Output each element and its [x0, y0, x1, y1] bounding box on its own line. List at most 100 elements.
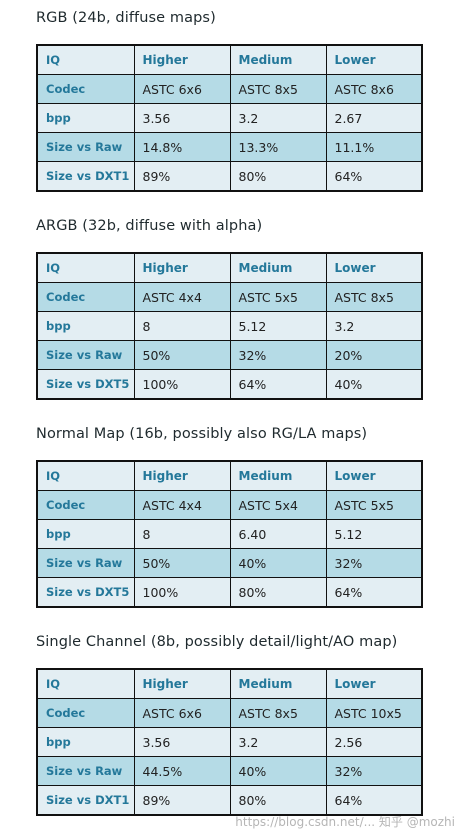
table-cell: 40%	[229, 548, 327, 578]
watermark: https://blog.csdn.net/... 知乎 @mozhi	[235, 815, 455, 829]
table-cell: 50%	[133, 340, 231, 370]
table-row-size-vs-dxt: Size vs DXT5 100% 80% 64%	[36, 577, 423, 608]
table-cell: ASTC 8x5	[229, 74, 327, 104]
column-header-medium: Medium	[229, 252, 327, 283]
table-row-bpp: bpp 8 5.12 3.2	[36, 311, 423, 341]
table-single-channel: IQ Higher Medium Lower Codec ASTC 6x6 AS…	[36, 668, 423, 816]
table-cell: 5.12	[229, 311, 327, 341]
column-header-lower: Lower	[325, 252, 423, 283]
table-rgb: IQ Higher Medium Lower Codec ASTC 6x6 AS…	[36, 44, 423, 192]
table-row-size-vs-raw: Size vs Raw 44.5% 40% 32%	[36, 756, 423, 786]
column-header-higher: Higher	[133, 44, 231, 75]
table-row-bpp: bpp 3.56 3.2 2.56	[36, 727, 423, 757]
table-cell: 44.5%	[133, 756, 231, 786]
table-row-size-vs-raw: Size vs Raw 50% 32% 20%	[36, 340, 423, 370]
row-label-bpp: bpp	[36, 103, 135, 133]
row-label-size-vs-dxt: Size vs DXT5	[36, 577, 135, 608]
table-cell: 8	[133, 311, 231, 341]
table-cell: 80%	[229, 785, 327, 816]
table-cell: ASTC 4x4	[133, 490, 231, 520]
table-cell: 3.56	[133, 727, 231, 757]
row-label-size-vs-raw: Size vs Raw	[36, 756, 135, 786]
row-label-size-vs-raw: Size vs Raw	[36, 132, 135, 162]
row-label-codec: Codec	[36, 282, 135, 312]
table-row-bpp: bpp 3.56 3.2 2.67	[36, 103, 423, 133]
row-label-size-vs-dxt: Size vs DXT1	[36, 785, 135, 816]
table-cell: 20%	[325, 340, 423, 370]
column-header-lower: Lower	[325, 668, 423, 699]
table-cell: 64%	[325, 577, 423, 608]
table-row-codec: Codec ASTC 6x6 ASTC 8x5 ASTC 10x5	[36, 698, 423, 728]
table-row-iq: IQ Higher Medium Lower	[36, 668, 423, 699]
section-title-single-channel: Single Channel (8b, possibly detail/ligh…	[36, 634, 398, 650]
row-label-size-vs-dxt: Size vs DXT5	[36, 369, 135, 400]
table-cell: ASTC 5x4	[229, 490, 327, 520]
column-header-higher: Higher	[133, 668, 231, 699]
table-cell: 32%	[229, 340, 327, 370]
table-cell: 100%	[133, 369, 231, 400]
table-cell: 11.1%	[325, 132, 423, 162]
table-row-codec: Codec ASTC 4x4 ASTC 5x4 ASTC 5x5	[36, 490, 423, 520]
table-cell: 89%	[133, 785, 231, 816]
row-label-size-vs-raw: Size vs Raw	[36, 548, 135, 578]
table-normal-map: IQ Higher Medium Lower Codec ASTC 4x4 AS…	[36, 460, 423, 608]
table-row-size-vs-dxt: Size vs DXT1 89% 80% 64%	[36, 161, 423, 192]
row-label-iq: IQ	[36, 460, 135, 491]
table-cell: ASTC 8x6	[325, 74, 423, 104]
table-cell: ASTC 6x6	[133, 698, 231, 728]
table-cell: 14.8%	[133, 132, 231, 162]
section-title-normal-map: Normal Map (16b, possibly also RG/LA map…	[36, 426, 368, 442]
column-header-medium: Medium	[229, 668, 327, 699]
table-row-size-vs-raw: Size vs Raw 50% 40% 32%	[36, 548, 423, 578]
table-cell: 100%	[133, 577, 231, 608]
column-header-medium: Medium	[229, 44, 327, 75]
table-cell: ASTC 5x5	[229, 282, 327, 312]
table-cell: ASTC 6x6	[133, 74, 231, 104]
row-label-size-vs-raw: Size vs Raw	[36, 340, 135, 370]
table-row-bpp: bpp 8 6.40 5.12	[36, 519, 423, 549]
table-cell: 2.67	[325, 103, 423, 133]
table-cell: 40%	[229, 756, 327, 786]
table-cell: 8	[133, 519, 231, 549]
table-cell: 64%	[325, 785, 423, 816]
table-cell: 3.56	[133, 103, 231, 133]
table-cell: 3.2	[229, 727, 327, 757]
table-cell: 50%	[133, 548, 231, 578]
row-label-bpp: bpp	[36, 727, 135, 757]
table-cell: 32%	[325, 756, 423, 786]
table-cell: 3.2	[229, 103, 327, 133]
row-label-bpp: bpp	[36, 311, 135, 341]
column-header-higher: Higher	[133, 252, 231, 283]
section-title-argb: ARGB (32b, diffuse with alpha)	[36, 218, 263, 234]
row-label-bpp: bpp	[36, 519, 135, 549]
section-title-rgb: RGB (24b, diffuse maps)	[36, 10, 216, 26]
row-label-codec: Codec	[36, 490, 135, 520]
table-cell: 80%	[229, 161, 327, 192]
table-cell: ASTC 10x5	[325, 698, 423, 728]
table-cell: 64%	[325, 161, 423, 192]
table-row-codec: Codec ASTC 4x4 ASTC 5x5 ASTC 8x5	[36, 282, 423, 312]
column-header-lower: Lower	[325, 44, 423, 75]
row-label-iq: IQ	[36, 252, 135, 283]
table-row-size-vs-dxt: Size vs DXT5 100% 64% 40%	[36, 369, 423, 400]
column-header-medium: Medium	[229, 460, 327, 491]
table-row-codec: Codec ASTC 6x6 ASTC 8x5 ASTC 8x6	[36, 74, 423, 104]
row-label-codec: Codec	[36, 74, 135, 104]
column-header-higher: Higher	[133, 460, 231, 491]
table-cell: 2.56	[325, 727, 423, 757]
table-cell: 13.3%	[229, 132, 327, 162]
table-cell: 3.2	[325, 311, 423, 341]
table-argb: IQ Higher Medium Lower Codec ASTC 4x4 AS…	[36, 252, 423, 400]
table-cell: ASTC 5x5	[325, 490, 423, 520]
row-label-size-vs-dxt: Size vs DXT1	[36, 161, 135, 192]
table-cell: 40%	[325, 369, 423, 400]
table-row-size-vs-dxt: Size vs DXT1 89% 80% 64%	[36, 785, 423, 816]
table-cell: ASTC 4x4	[133, 282, 231, 312]
row-label-iq: IQ	[36, 44, 135, 75]
table-row-iq: IQ Higher Medium Lower	[36, 460, 423, 491]
table-row-size-vs-raw: Size vs Raw 14.8% 13.3% 11.1%	[36, 132, 423, 162]
row-label-iq: IQ	[36, 668, 135, 699]
table-row-iq: IQ Higher Medium Lower	[36, 252, 423, 283]
table-cell: 80%	[229, 577, 327, 608]
table-cell: 32%	[325, 548, 423, 578]
